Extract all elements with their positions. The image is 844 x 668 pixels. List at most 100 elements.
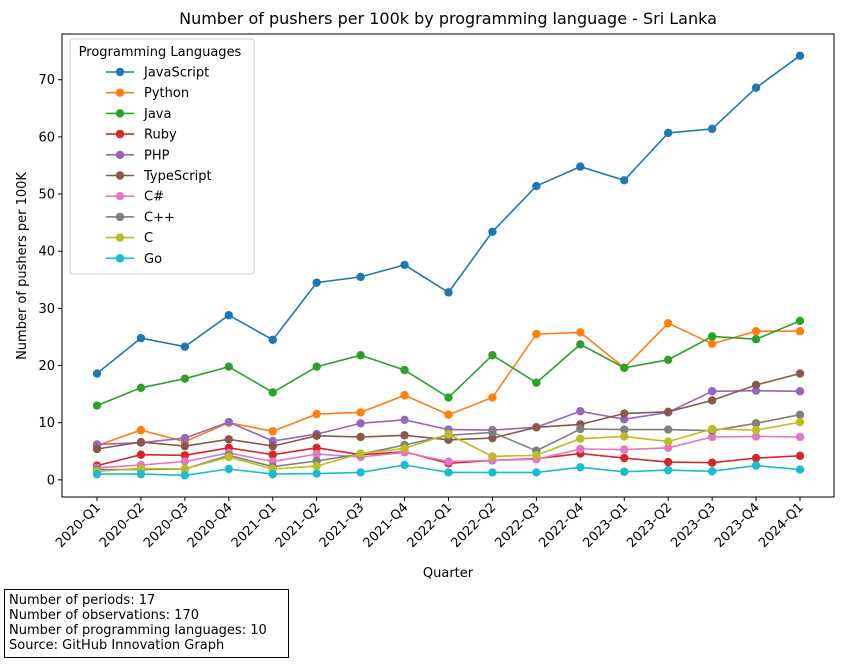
- data-point: [180, 433, 190, 443]
- data-point: [751, 335, 761, 344]
- data-point: [576, 444, 585, 454]
- legend-marker: [115, 67, 125, 77]
- x-tick-label: 2021-Q2: [273, 500, 324, 551]
- data-point: [136, 383, 146, 393]
- data-point: [576, 424, 585, 434]
- data-point: [795, 451, 805, 461]
- y-tick-label: 60: [38, 130, 55, 145]
- data-point: [444, 393, 453, 402]
- data-point: [444, 288, 453, 297]
- data-point: [488, 227, 497, 236]
- data-point: [620, 453, 629, 463]
- data-point: [707, 424, 717, 434]
- x-tick-label: 2023-Q4: [712, 500, 763, 551]
- x-axis-label: Quarter: [423, 566, 474, 581]
- data-point: [576, 407, 585, 416]
- data-point: [576, 434, 585, 443]
- data-point: [707, 387, 717, 396]
- observations-note: Number of observations: 170: [9, 608, 199, 623]
- data-point: [356, 449, 365, 458]
- data-point: [400, 391, 409, 400]
- data-point: [312, 461, 321, 471]
- series-javascript: [92, 51, 805, 378]
- legend-item: JavaScript: [106, 66, 209, 81]
- data-point: [795, 387, 805, 396]
- data-point: [707, 124, 717, 134]
- y-axis-label: Number of pushers per 100K: [15, 172, 30, 360]
- data-point: [751, 327, 761, 336]
- x-tick-label: 2022-Q2: [449, 500, 500, 551]
- legend: Programming Languages JavaScript Python Jav…: [69, 38, 255, 275]
- legend-item: TypeScript: [106, 169, 212, 184]
- data-point: [795, 369, 805, 378]
- data-point: [663, 443, 673, 453]
- data-point: [136, 450, 146, 459]
- data-point: [400, 365, 409, 375]
- legend-item: Python: [106, 86, 189, 101]
- legend-marker: [115, 129, 125, 139]
- data-point: [663, 355, 673, 365]
- data-point: [356, 272, 365, 282]
- data-point: [488, 393, 497, 402]
- x-tick-label: 2021-Q1: [229, 500, 280, 551]
- x-tick-label: 2021-Q4: [361, 500, 412, 551]
- data-point: [532, 329, 541, 339]
- data-point: [576, 162, 585, 171]
- data-point: [707, 432, 717, 442]
- data-point: [795, 316, 805, 326]
- x-tick-label: 2020-Q4: [185, 500, 236, 551]
- data-point: [620, 432, 629, 441]
- data-point: [795, 432, 805, 442]
- data-point: [751, 380, 761, 390]
- data-point: [180, 471, 190, 480]
- x-tick-label: 2020-Q2: [97, 500, 148, 551]
- data-point: [92, 401, 102, 410]
- data-point: [400, 444, 409, 453]
- data-point: [576, 340, 585, 349]
- data-point: [444, 410, 453, 419]
- data-point: [795, 410, 805, 419]
- data-point: [400, 460, 409, 470]
- y-tick-label: 20: [38, 359, 55, 374]
- data-point: [136, 469, 146, 479]
- legend-marker: [115, 109, 125, 118]
- data-point: [312, 469, 321, 478]
- legend-marker: [115, 212, 125, 222]
- x-tick-label: 2022-Q3: [492, 500, 543, 551]
- data-point: [488, 452, 497, 461]
- languages-note: Number of programming languages: 10: [9, 623, 267, 638]
- legend-title: Programming Languages: [79, 45, 242, 60]
- data-point: [136, 333, 146, 343]
- y-tick-label: 50: [38, 188, 55, 203]
- data-point: [400, 415, 409, 425]
- legend-marker: [115, 233, 125, 242]
- data-point: [356, 408, 365, 417]
- data-point: [312, 449, 321, 459]
- legend-label: C++: [144, 210, 175, 225]
- data-point: [444, 429, 453, 439]
- data-point: [707, 339, 717, 349]
- legend-label: Python: [144, 86, 189, 101]
- data-point: [356, 419, 365, 428]
- data-point: [620, 425, 629, 434]
- x-tick-label: 2022-Q1: [405, 500, 456, 551]
- data-point: [92, 369, 102, 378]
- data-point: [663, 425, 673, 434]
- data-point: [312, 362, 321, 371]
- data-point: [224, 311, 234, 320]
- data-point: [751, 453, 761, 463]
- data-point: [532, 451, 541, 460]
- data-point: [795, 465, 805, 474]
- x-tick-label: 2020-Q3: [141, 500, 192, 551]
- data-point: [180, 441, 190, 451]
- data-point: [707, 332, 717, 341]
- data-point: [224, 362, 234, 371]
- data-point: [92, 444, 102, 454]
- legend-item: Java: [106, 107, 171, 122]
- legend-item: Ruby: [106, 128, 177, 143]
- y-tick-label: 0: [47, 473, 55, 488]
- data-point: [268, 388, 277, 397]
- x-tick-label: 2023-Q3: [668, 500, 719, 551]
- data-point: [620, 409, 629, 418]
- data-point: [180, 457, 190, 466]
